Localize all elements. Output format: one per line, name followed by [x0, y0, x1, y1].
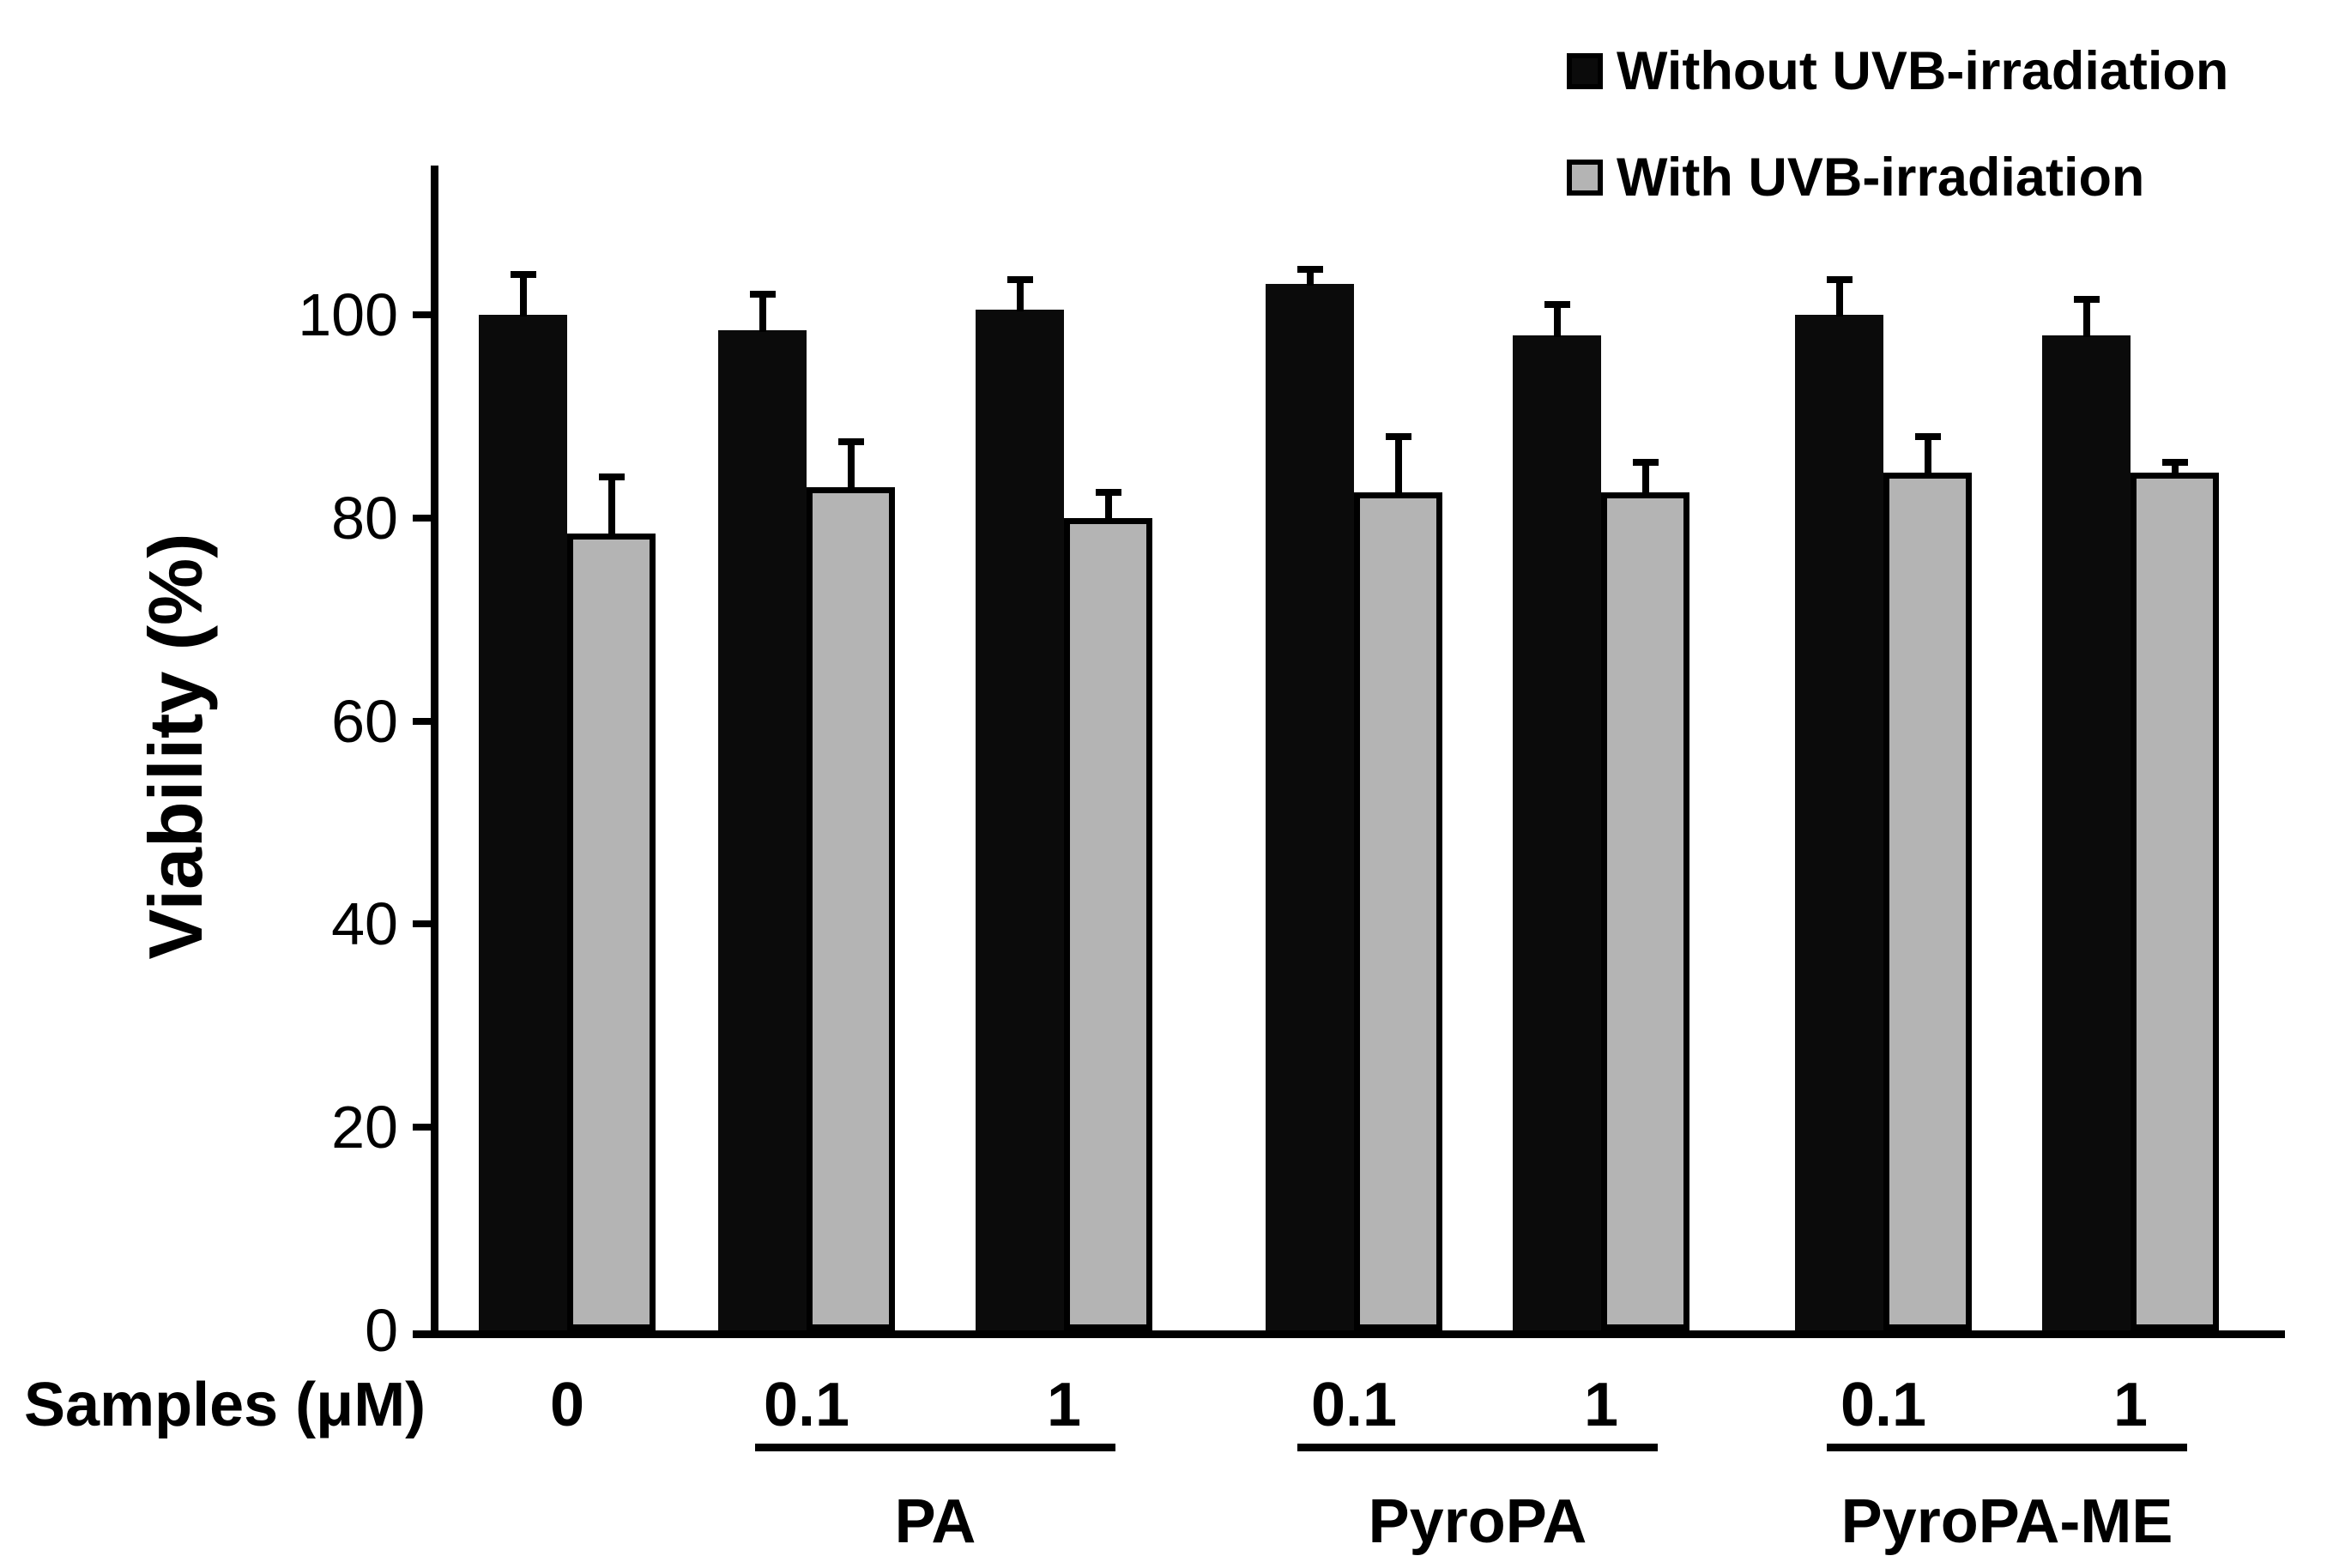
- error-bar-stem: [519, 274, 527, 317]
- y-tick-mark: [413, 920, 432, 928]
- error-bar-cap: [1914, 433, 1941, 441]
- bar-with-uvb: [1883, 472, 1972, 1330]
- error-bar-cap: [1095, 489, 1121, 497]
- error-bar-cap: [1632, 458, 1659, 466]
- error-bar-stem: [2171, 461, 2179, 474]
- y-tick-label: 40: [331, 890, 398, 958]
- legend: Without UVB-irradiation With UVB-irradia…: [1567, 34, 2228, 247]
- x-tick-label-dose: 1: [1583, 1371, 1619, 1439]
- gray-square-swatch-icon: [1567, 160, 1603, 196]
- error-bar-stem: [1016, 279, 1024, 312]
- group-label: PyroPA-ME: [1840, 1487, 2173, 1556]
- x-axis-line: [413, 1330, 2285, 1338]
- error-bar-cap: [1826, 275, 1853, 283]
- x-tick-label-dose: 0.1: [1310, 1371, 1398, 1439]
- bar-with-uvb: [1601, 492, 1689, 1330]
- group-underline: [1297, 1444, 1658, 1451]
- bar-without-uvb: [976, 310, 1064, 1330]
- error-bar-cap: [1006, 275, 1033, 283]
- error-bar-cap: [2161, 458, 2188, 466]
- x-tick-label-dose: 0.1: [763, 1371, 850, 1439]
- error-bar-stem: [847, 442, 855, 490]
- error-bar-stem: [1641, 461, 1649, 495]
- bar-with-uvb: [1064, 517, 1152, 1330]
- y-tick-mark: [413, 1124, 432, 1131]
- error-bar-cap: [1544, 301, 1570, 309]
- error-bar-stem: [1835, 279, 1843, 317]
- y-tick-mark: [413, 514, 432, 522]
- group-underline: [755, 1444, 1115, 1451]
- error-bar-stem: [759, 294, 766, 332]
- group-label: PyroPA: [1368, 1487, 1587, 1556]
- x-tick-label-dose: 1: [2112, 1371, 2149, 1439]
- legend-label: Without UVB-irradiation: [1617, 41, 2229, 101]
- error-bar-cap: [837, 438, 864, 445]
- error-bar-stem: [607, 477, 615, 535]
- y-tick-label: 80: [331, 484, 398, 552]
- bar-without-uvb: [1795, 315, 1883, 1330]
- error-bar-stem: [1104, 492, 1112, 520]
- error-bar-stem: [1553, 305, 1561, 337]
- error-bar-cap: [598, 473, 625, 481]
- bar-without-uvb: [718, 329, 807, 1330]
- error-bar-cap: [2073, 296, 2100, 304]
- error-bar-stem: [2082, 299, 2090, 337]
- legend-item-with-uvb: With UVB-irradiation: [1567, 141, 2228, 214]
- error-bar-cap: [1296, 265, 1323, 273]
- bar-without-uvb: [2042, 335, 2131, 1330]
- group-label: PA: [894, 1487, 976, 1556]
- x-tick-label-dose: 0: [549, 1371, 585, 1439]
- black-square-swatch-icon: [1567, 53, 1603, 89]
- legend-item-without-uvb: Without UVB-irradiation: [1567, 34, 2228, 108]
- legend-label: With UVB-irradiation: [1617, 148, 2145, 208]
- error-bar-cap: [749, 291, 776, 299]
- x-axis-title: Samples (μM): [24, 1371, 426, 1439]
- error-bar-stem: [1394, 437, 1402, 495]
- error-bar-cap: [510, 270, 536, 278]
- bar-with-uvb: [567, 533, 656, 1330]
- y-tick-label: 0: [365, 1297, 398, 1364]
- group-underline: [1827, 1444, 2187, 1451]
- y-tick-mark: [413, 717, 432, 725]
- error-bar-stem: [1306, 268, 1314, 286]
- bar-with-uvb: [1354, 492, 1442, 1330]
- y-tick-label: 20: [331, 1094, 398, 1161]
- bar-with-uvb: [807, 487, 895, 1330]
- y-tick-label: 60: [331, 687, 398, 755]
- y-tick-label: 100: [298, 281, 398, 348]
- bar-without-uvb: [479, 315, 567, 1330]
- bar-without-uvb: [1266, 284, 1354, 1330]
- x-tick-label-dose: 0.1: [1840, 1371, 1927, 1439]
- bar-with-uvb: [2131, 472, 2219, 1330]
- error-bar-stem: [1924, 437, 1931, 474]
- error-bar-cap: [1385, 433, 1411, 441]
- x-tick-label-dose: 1: [1046, 1371, 1082, 1439]
- bar-without-uvb: [1513, 335, 1601, 1330]
- y-axis-line: [431, 166, 438, 1338]
- y-tick-mark: [413, 311, 432, 318]
